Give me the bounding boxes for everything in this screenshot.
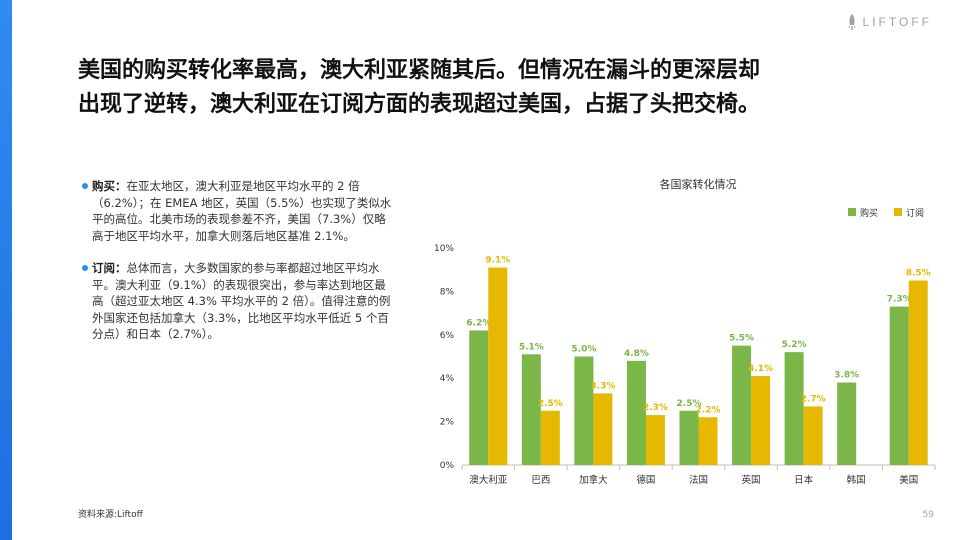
bar-purchase <box>469 330 489 465</box>
bar-purchase <box>521 354 541 465</box>
x-tick-label: 英国 <box>742 474 761 486</box>
brand-logo: LIFTOFF <box>847 14 932 30</box>
x-tick-label: 巴西 <box>531 475 550 486</box>
bar-subscription <box>698 417 718 465</box>
y-tick-label: 0% <box>440 461 455 471</box>
data-label: 8.5% <box>906 269 931 279</box>
bullet-purchase: 购买：在亚太地区，澳大利亚是地区平均水平的 2 倍（6.2%）；在 EMEA 地… <box>82 178 392 244</box>
legend-label-1: 购买 <box>860 207 878 219</box>
y-tick-label: 4% <box>440 374 455 384</box>
page-title: 美国的购买转化率最高，澳大利亚紧随其后。但情况在漏斗的更深层却 出现了逆转，澳大… <box>78 54 908 122</box>
data-label: 3.3% <box>590 381 615 391</box>
data-label: 2.7% <box>801 394 826 404</box>
y-tick-label: 10% <box>434 244 454 254</box>
bar-subscription <box>593 393 613 465</box>
brand-name: LIFTOFF <box>862 15 932 29</box>
page-number: 59 <box>922 510 934 520</box>
data-label: 2.3% <box>643 403 668 413</box>
data-label: 5.0% <box>571 345 596 355</box>
bullet-dot <box>82 183 88 189</box>
bar-purchase <box>679 410 699 465</box>
legend-label-2: 订阅 <box>906 208 924 219</box>
data-label: 2.2% <box>696 405 721 415</box>
bar-subscription <box>488 267 508 465</box>
bar-purchase <box>574 356 594 465</box>
x-tick-label: 德国 <box>636 474 655 486</box>
data-label: 2.5% <box>538 399 563 409</box>
bullet-text: 总体而言，大多数国家的参与率都超过地区平均水平。澳大利亚（9.1%）的表现很突出… <box>92 261 391 341</box>
title-line-1: 美国的购买转化率最高，澳大利亚紧随其后。但情况在漏斗的更深层却 <box>78 58 761 83</box>
bar-subscription <box>645 415 665 465</box>
data-label: 4.1% <box>748 364 773 374</box>
bar-subscription <box>751 376 771 465</box>
data-label: 2.5% <box>677 399 702 409</box>
source-note: 资料来源:Liftoff <box>78 510 143 520</box>
x-tick-label: 韩国 <box>847 474 866 486</box>
bullet-term: 购买： <box>92 179 127 193</box>
x-tick-label: 加拿大 <box>579 474 608 486</box>
bar-subscription <box>908 280 928 465</box>
bar-purchase <box>889 306 909 465</box>
y-tick-label: 6% <box>440 331 455 341</box>
legend-swatch-2 <box>894 208 902 216</box>
bullet-dot <box>82 265 88 271</box>
bar-purchase <box>837 382 857 465</box>
bullet-subscription: 订阅：总体而言，大多数国家的参与率都超过地区平均水平。澳大利亚（9.1%）的表现… <box>82 260 392 343</box>
bullet-list: 购买：在亚太地区，澳大利亚是地区平均水平的 2 倍（6.2%）；在 EMEA 地… <box>82 178 392 359</box>
data-label: 6.2% <box>466 318 491 328</box>
bar-purchase <box>784 352 804 465</box>
data-label: 4.8% <box>624 349 649 359</box>
data-label: 7.3% <box>887 295 912 305</box>
bullet-text: 在亚太地区，澳大利亚是地区平均水平的 2 倍（6.2%）；在 EMEA 地区，英… <box>92 179 392 243</box>
data-label: 3.8% <box>834 371 859 381</box>
legend-swatch-1 <box>848 208 856 216</box>
rocket-icon <box>847 14 856 30</box>
accent-bar <box>0 0 12 540</box>
data-label: 5.2% <box>782 340 807 350</box>
x-tick-label: 法国 <box>689 474 708 486</box>
data-label: 5.1% <box>519 342 544 352</box>
x-tick-label: 日本 <box>794 474 814 486</box>
bar-subscription <box>803 406 823 465</box>
bar-subscription <box>540 410 560 465</box>
data-label: 9.1% <box>485 256 510 266</box>
title-line-2: 出现了逆转，澳大利亚在订阅方面的表现超过美国，占据了头把交椅。 <box>78 92 761 117</box>
x-tick-label: 美国 <box>899 474 918 486</box>
y-tick-label: 8% <box>440 287 455 297</box>
data-label: 5.5% <box>729 334 754 344</box>
y-tick-label: 2% <box>440 418 455 428</box>
bar-purchase <box>732 345 752 465</box>
chart-title: 各国家转化情况 <box>660 177 737 191</box>
x-tick-label: 澳大利亚 <box>469 474 508 486</box>
bullet-term: 订阅： <box>92 261 127 275</box>
bar-purchase <box>626 360 646 465</box>
